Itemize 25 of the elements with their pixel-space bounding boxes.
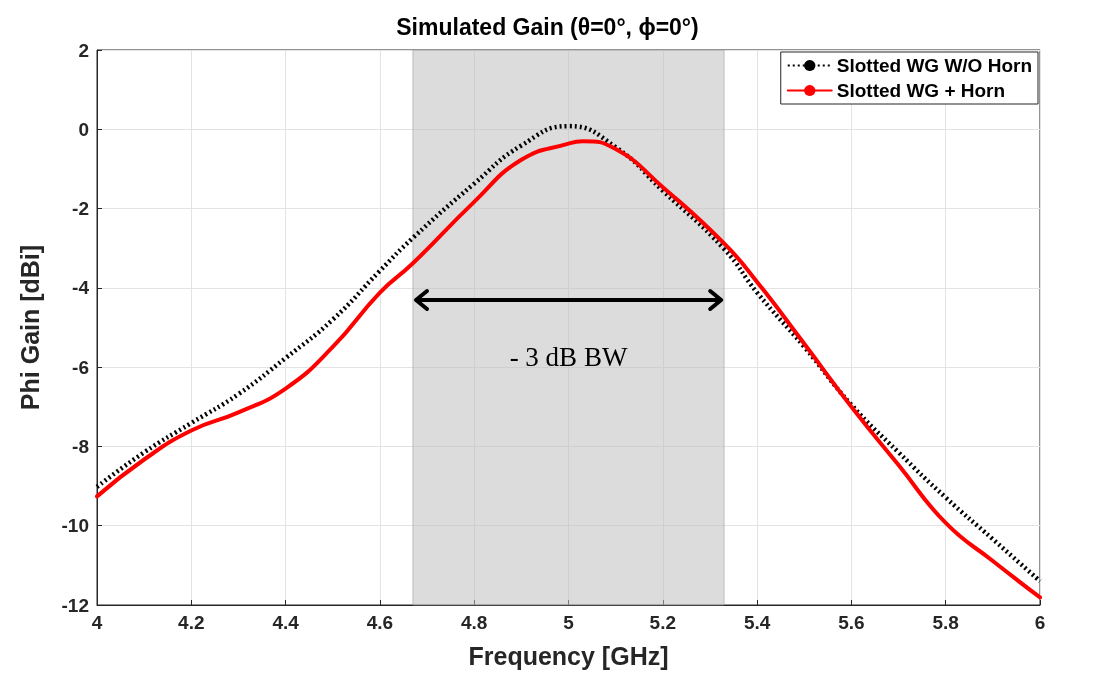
y-tick-label: -4 [72, 277, 90, 299]
legend-label: Slotted WG + Horn [836, 80, 1006, 101]
y-tick-label: -10 [61, 515, 89, 537]
legend-label: Slotted WG W/O Horn [836, 55, 1033, 76]
x-tick-label: 5.4 [743, 612, 771, 633]
x-tick-label: 6 [1034, 612, 1046, 633]
y-axis-title: Phi Gain [dBi] [15, 244, 44, 411]
x-tick-label: 4.8 [460, 612, 488, 633]
x-tick-label: 5.2 [649, 612, 677, 633]
x-tick-label: 4.2 [178, 612, 205, 633]
x-tick-label: 5.6 [838, 612, 865, 633]
x-tick-label: 4.4 [272, 612, 300, 633]
chart-title: Simulated Gain (θ=0°, ϕ=0°) [396, 13, 699, 40]
y-tick-label: -6 [72, 356, 89, 378]
annotation: - 3 dB BW [509, 342, 628, 372]
y-tick-label: -12 [61, 594, 89, 616]
x-axis-title: Frequency [GHz] [468, 641, 669, 670]
x-tick-label: 4 [91, 612, 103, 633]
y-tick-label: 0 [78, 118, 89, 140]
x-tick-label: 5.8 [932, 612, 959, 633]
y-tick-label: -2 [72, 198, 89, 220]
x-tick-label: 4.6 [366, 612, 394, 633]
y-tick-label: -8 [72, 435, 89, 457]
y-tick-label: 2 [78, 39, 89, 61]
x-tick-label: 5 [563, 612, 575, 633]
